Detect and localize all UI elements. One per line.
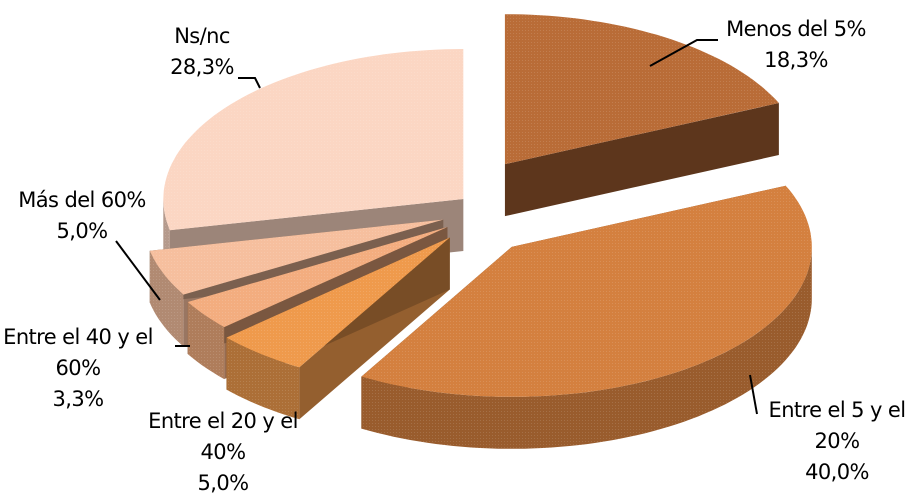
slice-side-texture [361,246,812,449]
slice-wall [504,103,779,217]
leader-line [115,240,161,301]
data-label-line: 3,3% [53,387,104,411]
slice-side-texture [187,302,225,380]
slice-top-texture [504,14,779,165]
slice-entre-el-20-y-el-40 [226,237,450,420]
data-label-line: Entre el 20 y el [148,409,298,433]
data-label-line: Entre el 40 y el [3,325,153,349]
data-label-entre-el-40-y-el-60: Entre el 40 y el 60% 3,3% [3,325,190,411]
data-label-line: Menos del 5% [726,17,866,41]
data-label-mas-del-60: Más del 60% 5,0% [18,188,161,301]
leader-line [238,77,261,89]
data-label-menos-del-5: Menos del 5% 18,3% [649,17,866,72]
slice-side-texture [149,250,184,347]
slice-top-texture [163,49,464,231]
data-label-ns-nc: Ns/nc 28,3% [170,24,261,89]
slice-menos-del-5 [504,14,779,217]
leader-line [649,39,718,67]
data-label-line: 28,3% [170,55,234,79]
data-label-line: 40% [201,440,246,464]
data-label-entre-el-20-y-el-40: Entre el 20 y el 40% 5,0% [148,409,298,495]
data-label-entre-el-5-y-el-20: Entre el 5 y el 20% 40,0% [749,374,906,484]
data-label-line: 18,3% [764,48,828,72]
data-label-line: Ns/nc [174,24,230,48]
slice-top-texture [149,219,444,295]
data-label-line: 5,0% [198,471,249,495]
data-label-line: Entre el 5 y el [769,398,906,422]
leader-line [749,374,758,415]
slice-top-texture [361,185,812,397]
slice-entre-el-5-y-el-20 [361,185,812,449]
data-label-line: Más del 60% [18,188,145,212]
data-label-line: 5,0% [57,219,108,243]
data-label-line: 40,0% [805,460,869,484]
data-label-line: 60% [56,356,101,380]
slice-side-texture [226,337,300,420]
slice-top-texture [187,226,448,328]
slice-top-texture [226,237,450,368]
slice-wall [187,226,448,354]
data-label-line: 20% [815,429,860,453]
